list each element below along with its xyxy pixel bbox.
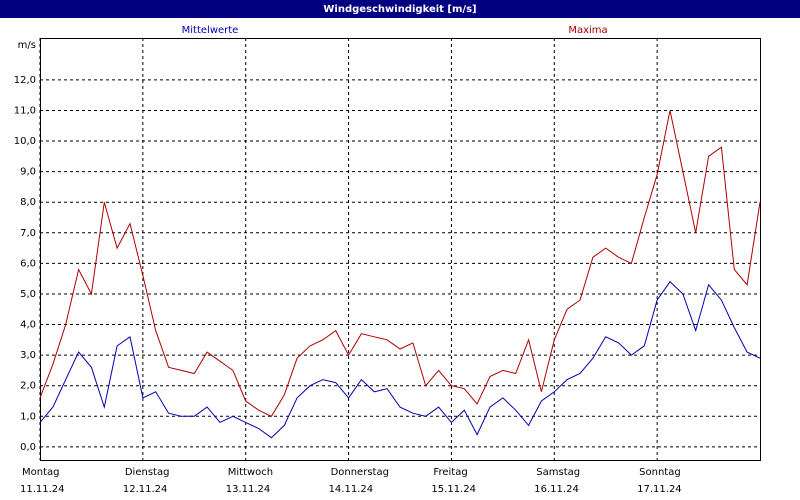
title-bar [0,0,800,18]
legend-label: Maxima [568,25,607,36]
y-unit: m/s [18,40,36,51]
y-tick-label: 3,0 [20,350,36,361]
y-tick-label: 12,0 [14,75,36,86]
x-tick-label: Mittwoch [228,467,273,478]
y-tick-label: 7,0 [20,228,36,239]
y-tick-label: 4,0 [20,320,36,331]
x-tick-date: 17.11.24 [637,484,682,495]
x-tick-date: 15.11.24 [431,484,476,495]
y-tick-label: 1,0 [20,411,36,422]
data-line [39,110,761,417]
chart-title: Windgeschwindigkeit [m/s] [323,4,476,15]
x-tick-label: Dienstag [125,467,170,478]
y-tick-label: 8,0 [20,197,36,208]
x-tick-date: 12.11.24 [123,484,168,495]
x-tick-label: Donnerstag [331,467,389,478]
y-tick-label: 0,0 [20,442,36,453]
y-tick-label: 9,0 [20,167,36,178]
x-tick-date: 13.11.24 [226,484,271,495]
x-tick-label: Freitag [433,467,467,478]
x-tick-label: Sonntag [639,467,681,478]
y-tick-label: 10,0 [14,136,36,147]
data-line [39,280,761,439]
y-tick-label: 6,0 [20,258,36,269]
y-tick-label: 11,0 [14,105,36,116]
y-tick-label: 5,0 [20,289,36,300]
x-tick-date: 11.11.24 [20,484,65,495]
x-tick-label: Samstag [536,467,580,478]
x-tick-label: Montag [22,467,59,478]
x-tick-date: 16.11.24 [534,484,579,495]
y-tick-label: 2,0 [20,381,36,392]
legend-label: Mittelwerte [182,25,239,36]
x-tick-date: 14.11.24 [329,484,374,495]
